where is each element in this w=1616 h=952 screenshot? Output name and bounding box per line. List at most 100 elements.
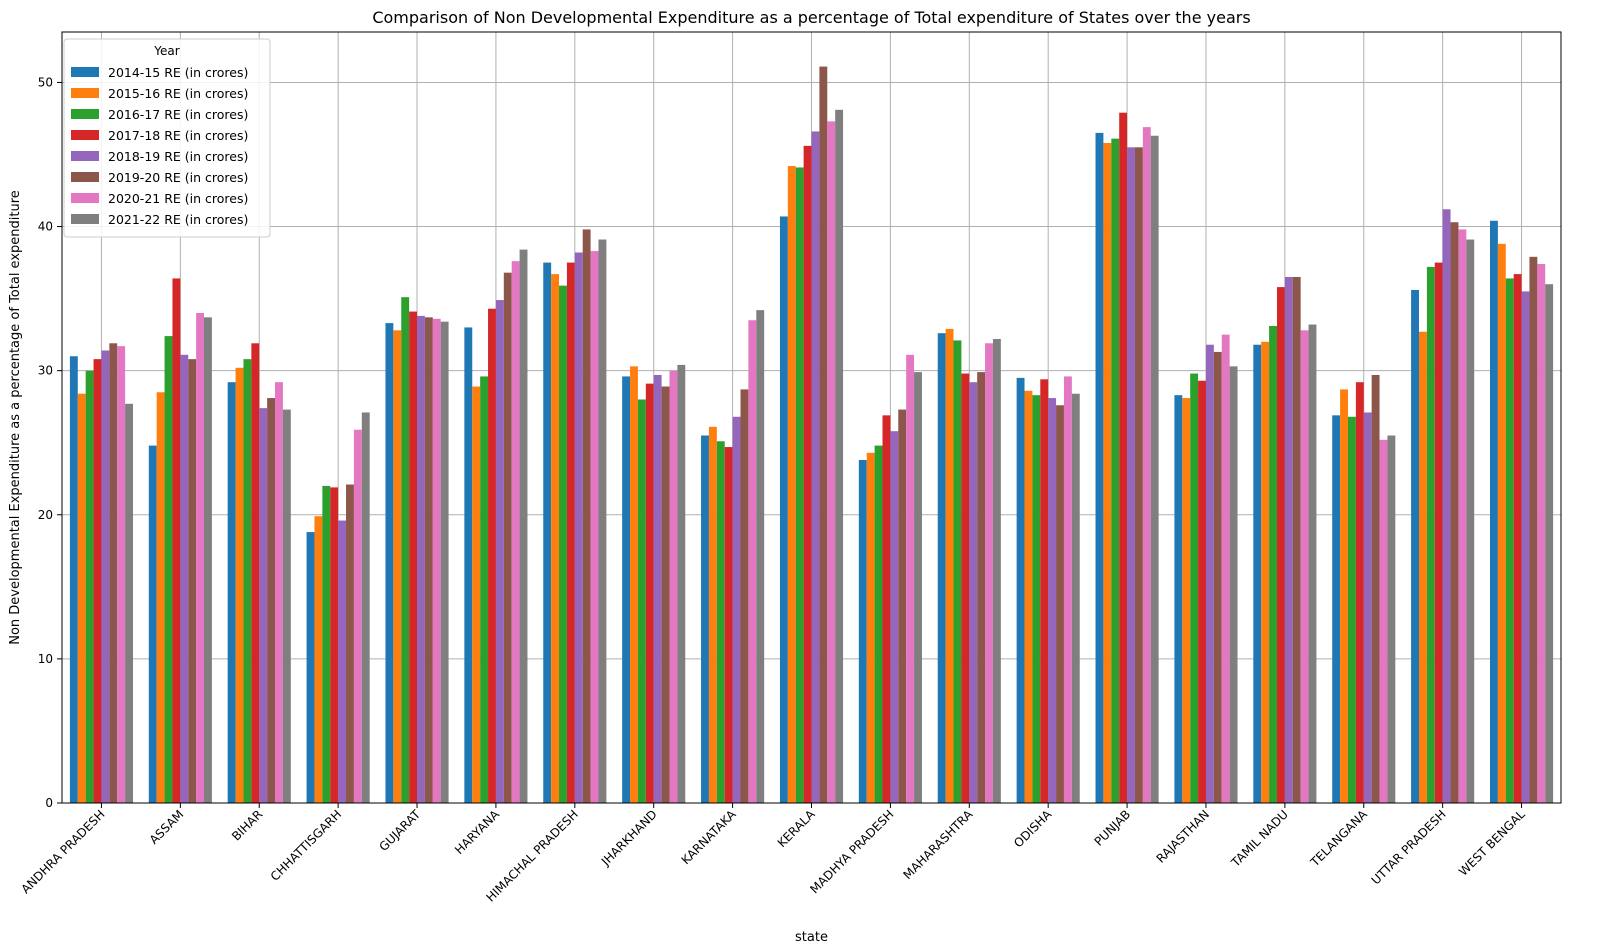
bar (566, 262, 575, 803)
legend-box (63, 38, 271, 238)
legend-label: 2016-17 RE (in crores) (108, 107, 248, 122)
bar (1182, 398, 1191, 803)
bar (716, 441, 725, 803)
bar (866, 452, 875, 803)
bar (1497, 243, 1506, 804)
bar (243, 359, 252, 803)
bar (495, 300, 504, 803)
bar-group (1016, 376, 1080, 803)
y-axis-ticks: 0 10 20 30 40 50 (38, 75, 62, 810)
bar (282, 409, 291, 803)
bar (488, 308, 496, 803)
bar (1332, 415, 1341, 803)
bar (835, 109, 844, 804)
bar (961, 373, 970, 803)
bar (661, 386, 670, 803)
legend-label: 2014-15 RE (in crores) (108, 65, 248, 80)
bar (511, 261, 520, 803)
bar (1521, 291, 1530, 803)
bar (1229, 366, 1238, 803)
legend-label: 2019-20 RE (in crores) (108, 170, 248, 185)
legend-label: 2020-21 RE (in crores) (108, 191, 248, 206)
y-axis-label: Non Developmental Expenditure as a perce… (8, 190, 23, 645)
bar (874, 445, 883, 803)
bar (440, 321, 449, 803)
bar (637, 399, 646, 803)
bar (622, 376, 631, 803)
bar (677, 364, 686, 803)
bar (480, 376, 489, 803)
bar (1529, 256, 1538, 803)
bar (1371, 374, 1380, 803)
legend-swatch (71, 172, 99, 182)
bar (985, 343, 993, 803)
bar (559, 285, 567, 803)
legend-label: 2015-16 RE (in crores) (108, 86, 248, 101)
bar-group (1411, 209, 1475, 804)
bar (125, 403, 134, 803)
bar (598, 239, 607, 804)
bar (1450, 222, 1459, 804)
legend: Year 2014-15 RE (in crores) 2015-16 RE (i… (63, 38, 271, 238)
bar-group (779, 66, 844, 804)
bar (1300, 330, 1309, 803)
bar (401, 297, 410, 803)
bar (590, 251, 599, 803)
bar (953, 340, 962, 803)
bar (906, 354, 915, 803)
bar (424, 317, 433, 803)
bar (740, 389, 749, 803)
bar (1205, 344, 1214, 803)
bar (1308, 324, 1317, 803)
bar (235, 367, 244, 803)
bar (1198, 380, 1206, 803)
legend-swatch (71, 151, 99, 161)
bar (882, 415, 891, 803)
bar (1221, 334, 1230, 803)
bar (551, 274, 560, 803)
bar (945, 328, 954, 803)
bar (937, 333, 946, 803)
bar (1111, 138, 1120, 803)
bar (779, 216, 788, 803)
bar (385, 323, 394, 803)
bar (574, 252, 583, 804)
bar-group (1174, 334, 1238, 803)
bar (69, 356, 78, 803)
legend-swatch (71, 130, 99, 140)
bar (346, 484, 354, 803)
bar (748, 320, 757, 803)
bar (1016, 377, 1025, 803)
bar (259, 408, 268, 803)
bar (1024, 390, 1033, 803)
bar (858, 460, 867, 803)
y-tick-label: 20 (38, 508, 53, 522)
bar (1276, 287, 1285, 803)
legend-item: 2014-15 RE (in crores) (71, 65, 248, 80)
bar (156, 392, 165, 803)
bar (1537, 264, 1546, 803)
bar (1505, 278, 1514, 803)
legend-label: 2018-19 RE (in crores) (108, 149, 248, 164)
bar (306, 532, 315, 803)
bar (432, 318, 441, 803)
bar (1387, 435, 1396, 803)
bar (827, 121, 836, 803)
legend-item: 2021-22 RE (in crores) (71, 212, 248, 227)
legend-label: 2017-18 RE (in crores) (108, 128, 248, 143)
bar (314, 516, 323, 803)
bar (361, 412, 370, 803)
bar (1253, 344, 1262, 803)
bar (172, 278, 181, 803)
bar (519, 249, 528, 803)
bar (196, 313, 205, 803)
bar (1134, 147, 1143, 803)
bar-group (701, 310, 765, 803)
bar (914, 372, 922, 803)
bar (653, 374, 662, 803)
bar-group (1253, 276, 1317, 803)
bar (898, 409, 907, 803)
legend-item: 2018-19 RE (in crores) (71, 149, 248, 164)
bar (1063, 376, 1072, 803)
